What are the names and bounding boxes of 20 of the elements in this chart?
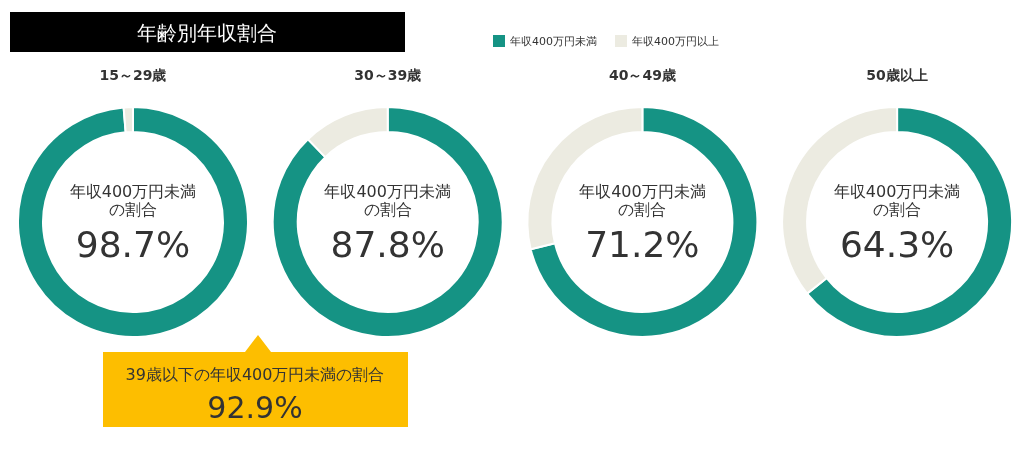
data-label: 64.3% <box>839 224 955 265</box>
chart-title: 40～49歳 <box>608 67 676 83</box>
text: 年齢別年収割合 <box>137 21 277 45</box>
text: 年収400万円未満の割合 <box>833 182 961 219</box>
text: 15～29歳 <box>99 67 167 83</box>
chart-title: 30～39歳 <box>354 67 422 83</box>
legend-label: 年収400万円以上 <box>632 35 719 48</box>
donut-slice <box>529 106 759 338</box>
legend-label: 年収400万円未満 <box>510 35 597 48</box>
data-label: 98.7% <box>75 224 191 265</box>
chart-title: 50歳以上 <box>866 67 928 83</box>
data-label: 71.2% <box>585 224 700 265</box>
donut-slice <box>17 106 249 338</box>
text: 年収400万円未満の割合 <box>324 182 451 219</box>
data-label: 87.8% <box>330 224 445 265</box>
text: 年収400万円未満の割合 <box>579 182 706 219</box>
donut-slice <box>271 106 504 338</box>
text: 39歳以下の年収400万円未満の割合 <box>125 365 385 384</box>
text: 92.9% <box>207 390 303 425</box>
text: 年収400万円未満の割合 <box>69 182 197 219</box>
